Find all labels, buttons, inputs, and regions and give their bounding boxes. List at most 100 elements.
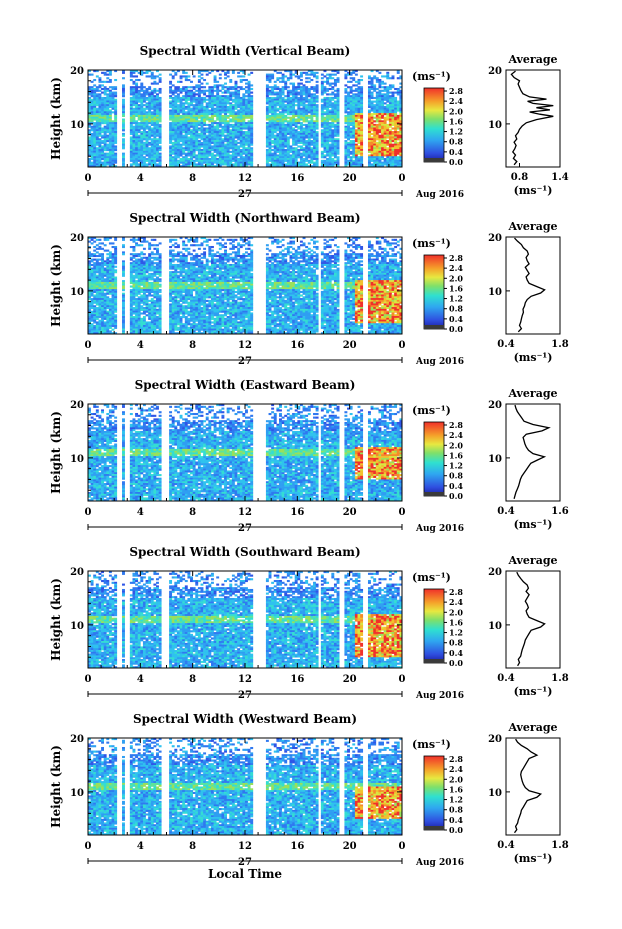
heatmap-cell bbox=[320, 251, 324, 254]
heatmap-cell bbox=[305, 249, 309, 252]
heatmap-cell bbox=[394, 102, 398, 105]
heatmap-cell bbox=[354, 156, 358, 159]
heatmap-cell bbox=[156, 138, 159, 141]
heatmap-cell bbox=[297, 116, 301, 119]
heatmap-cell bbox=[294, 141, 298, 144]
heatmap-cell bbox=[265, 116, 269, 119]
heatmap-cell bbox=[320, 91, 324, 94]
heatmap-cell bbox=[302, 71, 306, 74]
heatmap-cell bbox=[208, 118, 212, 121]
heatmap-cell bbox=[106, 163, 110, 166]
heatmap-cell bbox=[279, 71, 282, 74]
heatmap-cell bbox=[216, 149, 220, 152]
heatmap-cell bbox=[281, 89, 285, 92]
heatmap-cell bbox=[279, 111, 282, 114]
heatmap-cell bbox=[88, 122, 91, 125]
heatmap-cell bbox=[106, 80, 110, 83]
heatmap-cell bbox=[388, 91, 392, 94]
heatmap-cell bbox=[357, 116, 361, 119]
heatmap-cell bbox=[310, 129, 314, 132]
heatmap-cell bbox=[292, 237, 296, 240]
heatmap-cell bbox=[205, 136, 209, 139]
heatmap-cell bbox=[247, 125, 251, 128]
heatmap-cell bbox=[90, 242, 94, 245]
heatmap-cell bbox=[101, 91, 104, 94]
heatmap-cell bbox=[95, 152, 99, 155]
x-tick-label: 4 bbox=[137, 173, 144, 184]
heatmap-cell bbox=[378, 143, 382, 146]
heatmap-cell bbox=[360, 245, 364, 249]
heatmap-cell bbox=[129, 163, 133, 166]
heatmap-cell bbox=[224, 96, 227, 100]
heatmap-cell bbox=[195, 116, 199, 119]
heatmap-cell bbox=[310, 86, 314, 89]
heatmap-cell bbox=[245, 159, 248, 162]
heatmap-cell bbox=[187, 150, 191, 153]
heatmap-cell bbox=[226, 122, 230, 125]
heatmap-cell bbox=[299, 114, 303, 118]
heatmap-cell bbox=[190, 98, 193, 101]
heatmap-cell bbox=[169, 152, 173, 155]
heatmap-cell bbox=[179, 96, 183, 100]
heatmap-cell bbox=[184, 132, 188, 135]
heatmap-cell bbox=[383, 125, 387, 128]
heatmap-cell bbox=[399, 114, 403, 118]
heatmap-cell bbox=[315, 109, 319, 112]
heatmap-cell bbox=[221, 111, 225, 114]
heatmap-cell bbox=[344, 249, 348, 252]
heatmap-cell bbox=[98, 84, 102, 87]
heatmap-cell bbox=[111, 141, 115, 144]
heatmap-cell bbox=[142, 93, 146, 96]
heatmap-cell bbox=[174, 143, 178, 146]
heatmap-cell bbox=[114, 102, 118, 105]
heatmap-cell bbox=[197, 89, 201, 92]
heatmap-cell bbox=[394, 107, 398, 110]
heatmap-cell bbox=[231, 104, 235, 107]
heatmap-cell bbox=[140, 104, 144, 107]
heatmap-cell bbox=[226, 141, 230, 144]
heatmap-cell bbox=[229, 145, 233, 148]
heatmap-cell bbox=[347, 91, 350, 94]
heatmap-cell bbox=[239, 109, 243, 112]
heatmap-cell bbox=[299, 75, 303, 78]
heatmap-cell bbox=[195, 100, 199, 103]
heatmap-cell bbox=[375, 104, 379, 107]
heatmap-cell bbox=[273, 107, 277, 110]
heatmap-cell bbox=[344, 149, 348, 152]
heatmap-cell bbox=[169, 165, 173, 168]
heatmap-cell bbox=[367, 75, 371, 78]
heatmap-cell bbox=[394, 131, 398, 134]
heatmap-cell bbox=[381, 116, 384, 119]
heatmap-cell bbox=[347, 118, 350, 121]
heatmap-cell bbox=[357, 80, 361, 83]
heatmap-cell bbox=[383, 131, 387, 134]
heatmap-cell bbox=[221, 86, 225, 89]
heatmap-cell bbox=[237, 114, 241, 118]
heatmap-cell bbox=[294, 114, 298, 118]
heatmap-cell bbox=[297, 145, 301, 148]
heatmap-cell bbox=[386, 111, 390, 114]
heatmap-cell bbox=[320, 165, 324, 168]
heatmap-cell bbox=[313, 163, 316, 166]
heatmap-cell bbox=[276, 253, 280, 256]
heatmap-cell bbox=[386, 104, 390, 107]
heatmap-cell bbox=[158, 158, 162, 161]
heatmap-cell bbox=[169, 249, 173, 252]
heatmap-cell bbox=[394, 149, 398, 152]
heatmap-cell bbox=[336, 152, 340, 155]
heatmap-cell bbox=[142, 107, 146, 110]
heatmap-cell bbox=[226, 158, 230, 161]
heatmap-cell bbox=[156, 251, 159, 254]
heatmap-cell bbox=[142, 149, 146, 152]
heatmap-cell bbox=[106, 109, 110, 112]
heatmap-cell bbox=[286, 159, 290, 162]
heatmap-cell bbox=[98, 134, 102, 137]
x-tick-label: 8 bbox=[189, 173, 196, 184]
heatmap-cell bbox=[354, 161, 358, 164]
heatmap-cell bbox=[336, 102, 340, 105]
heatmap-cell bbox=[292, 161, 296, 164]
heatmap-cell bbox=[197, 109, 201, 112]
heatmap-cell bbox=[289, 113, 293, 116]
heatmap-cell bbox=[234, 163, 238, 166]
heatmap-cell bbox=[103, 154, 107, 157]
